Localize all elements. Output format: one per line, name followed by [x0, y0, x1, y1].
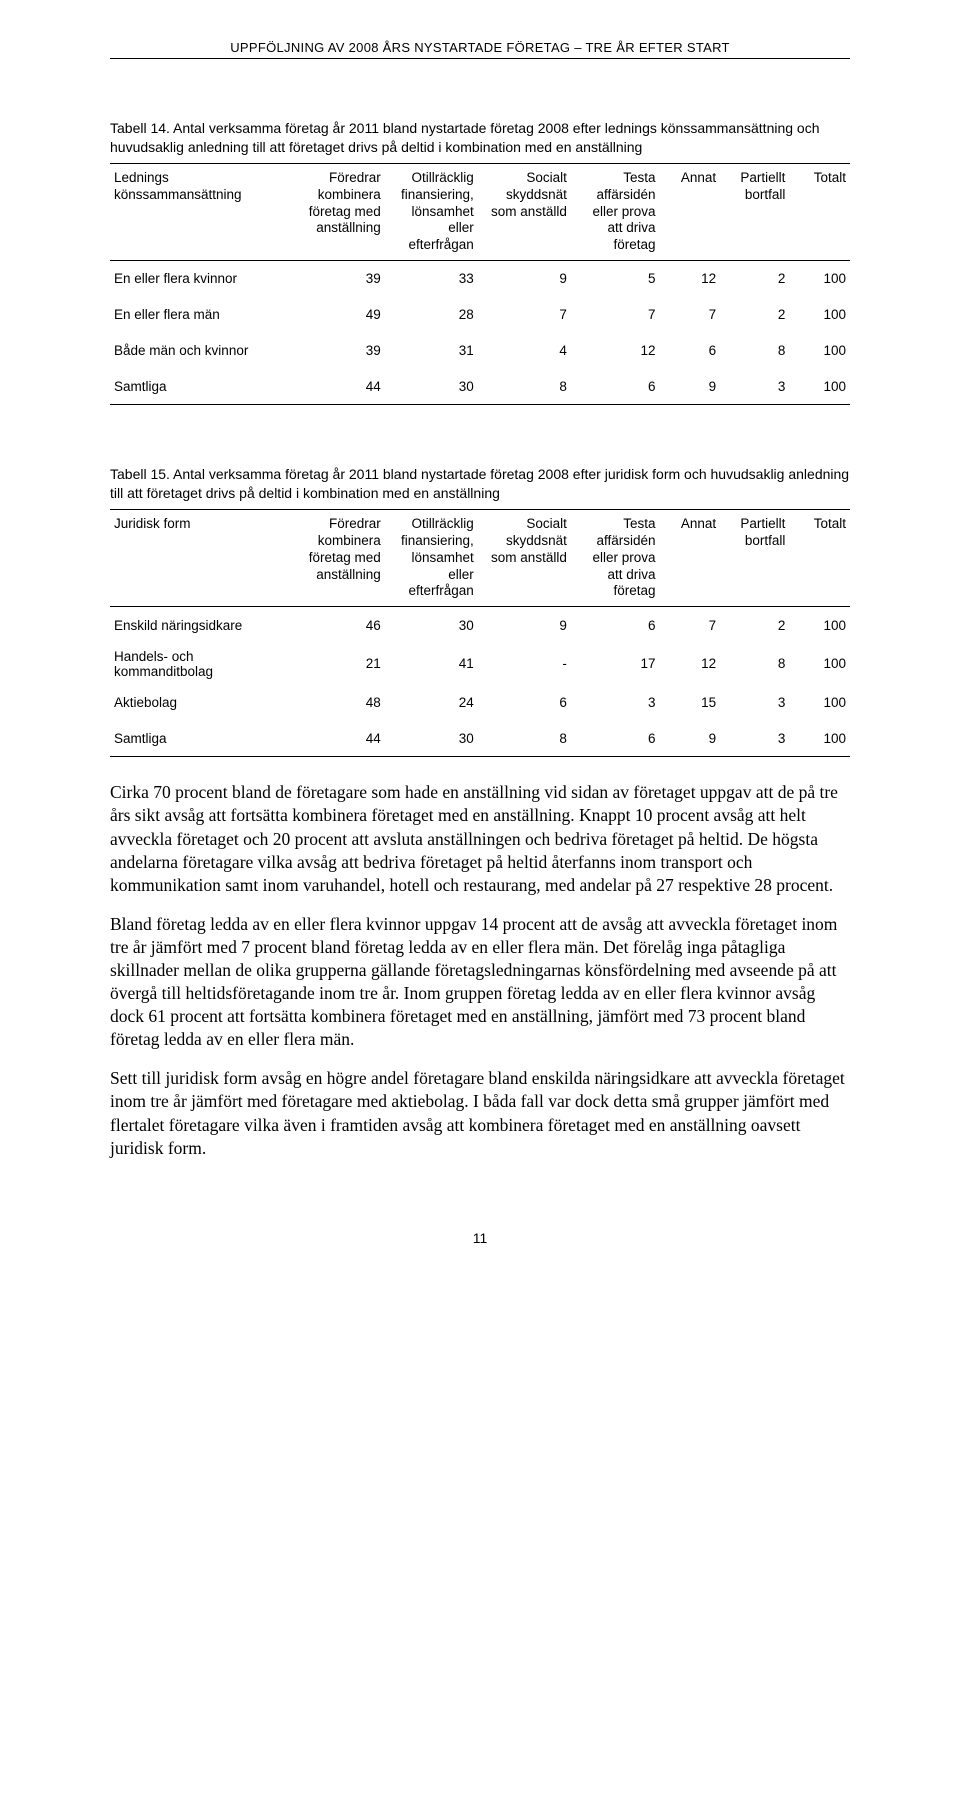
table-row: Handels- och kommanditbolag2141-17128100 — [110, 643, 850, 685]
cell: 100 — [789, 685, 850, 721]
cell: 100 — [789, 333, 850, 369]
cell: 8 — [720, 643, 789, 685]
column-header: Partiellt bortfall — [720, 163, 789, 260]
cell: 12 — [660, 643, 721, 685]
cell: 7 — [660, 297, 721, 333]
row-label: Samtliga — [110, 721, 292, 757]
cell: 9 — [478, 261, 571, 297]
cell: 46 — [292, 607, 385, 643]
row-label: Handels- och kommanditbolag — [110, 643, 292, 685]
cell: 7 — [571, 297, 660, 333]
cell: 9 — [660, 369, 721, 405]
cell: 48 — [292, 685, 385, 721]
table-row: Enskild näringsidkare46309672100 — [110, 607, 850, 643]
cell: 5 — [571, 261, 660, 297]
cell: 6 — [478, 685, 571, 721]
column-header: Otillräcklig finansiering, lönsamhet ell… — [385, 509, 478, 606]
cell: 12 — [571, 333, 660, 369]
cell: 3 — [720, 369, 789, 405]
cell: 21 — [292, 643, 385, 685]
column-header: Annat — [660, 163, 721, 260]
table15-caption: Tabell 15. Antal verksamma företag år 20… — [110, 465, 850, 503]
cell: 8 — [720, 333, 789, 369]
cell: 30 — [385, 721, 478, 757]
cell: 6 — [571, 721, 660, 757]
cell: 17 — [571, 643, 660, 685]
column-header: Totalt — [789, 163, 850, 260]
cell: 44 — [292, 721, 385, 757]
cell: 8 — [478, 721, 571, 757]
cell: 3 — [720, 685, 789, 721]
column-header: Socialt skyddsnät som anställd — [478, 509, 571, 606]
cell: 100 — [789, 369, 850, 405]
column-header: Totalt — [789, 509, 850, 606]
table15: Juridisk formFöredrar kombinera företag … — [110, 509, 850, 757]
cell: 6 — [660, 333, 721, 369]
column-header: Föredrar kombinera företag med anställni… — [292, 163, 385, 260]
cell: 49 — [292, 297, 385, 333]
row-label: Samtliga — [110, 369, 292, 405]
column-header: Otillräcklig finansiering, lönsamhet ell… — [385, 163, 478, 260]
cell: 4 — [478, 333, 571, 369]
row-label: Aktiebolag — [110, 685, 292, 721]
cell: 100 — [789, 607, 850, 643]
table14-caption: Tabell 14. Antal verksamma företag år 20… — [110, 119, 850, 157]
cell: 30 — [385, 607, 478, 643]
cell: 7 — [478, 297, 571, 333]
body-para-1: Cirka 70 procent bland de företagare som… — [110, 781, 850, 896]
cell: 2 — [720, 607, 789, 643]
cell: 100 — [789, 643, 850, 685]
row-label: En eller flera män — [110, 297, 292, 333]
table14: Lednings könssammansättningFöredrar komb… — [110, 163, 850, 405]
table-row: Samtliga44308693100 — [110, 369, 850, 405]
cell: 33 — [385, 261, 478, 297]
cell: 100 — [789, 297, 850, 333]
cell: 39 — [292, 261, 385, 297]
cell: 3 — [720, 721, 789, 757]
cell: 41 — [385, 643, 478, 685]
cell: 2 — [720, 297, 789, 333]
cell: 15 — [660, 685, 721, 721]
row-label: Enskild näringsidkare — [110, 607, 292, 643]
cell: 31 — [385, 333, 478, 369]
row-label: Både män och kvinnor — [110, 333, 292, 369]
cell: 9 — [478, 607, 571, 643]
cell: - — [478, 643, 571, 685]
column-header: Föredrar kombinera företag med anställni… — [292, 509, 385, 606]
cell: 3 — [571, 685, 660, 721]
column-header: Testa affärsidén eller prova att driva f… — [571, 163, 660, 260]
cell: 12 — [660, 261, 721, 297]
row-label: En eller flera kvinnor — [110, 261, 292, 297]
cell: 100 — [789, 721, 850, 757]
cell: 100 — [789, 261, 850, 297]
cell: 7 — [660, 607, 721, 643]
table-row: En eller flera kvinnor393395122100 — [110, 261, 850, 297]
table-row: Både män och kvinnor393141268100 — [110, 333, 850, 369]
page-number: 11 — [110, 1230, 850, 1246]
column-header: Juridisk form — [110, 509, 292, 606]
header-rule — [110, 58, 850, 59]
cell: 28 — [385, 297, 478, 333]
body-para-2: Bland företag ledda av en eller flera kv… — [110, 913, 850, 1052]
cell: 39 — [292, 333, 385, 369]
column-header: Annat — [660, 509, 721, 606]
cell: 30 — [385, 369, 478, 405]
column-header: Lednings könssammansättning — [110, 163, 292, 260]
page-header: UPPFÖLJNING AV 2008 ÅRS NYSTARTADE FÖRET… — [110, 40, 850, 55]
cell: 2 — [720, 261, 789, 297]
cell: 8 — [478, 369, 571, 405]
body-para-3: Sett till juridisk form avsåg en högre a… — [110, 1067, 850, 1159]
table-row: Samtliga44308693100 — [110, 721, 850, 757]
table-row: En eller flera män49287772100 — [110, 297, 850, 333]
column-header: Partiellt bortfall — [720, 509, 789, 606]
column-header: Socialt skyddsnät som anställd — [478, 163, 571, 260]
cell: 6 — [571, 369, 660, 405]
cell: 9 — [660, 721, 721, 757]
cell: 24 — [385, 685, 478, 721]
column-header: Testa affärsidén eller prova att driva f… — [571, 509, 660, 606]
cell: 6 — [571, 607, 660, 643]
cell: 44 — [292, 369, 385, 405]
table-row: Aktiebolag482463153100 — [110, 685, 850, 721]
